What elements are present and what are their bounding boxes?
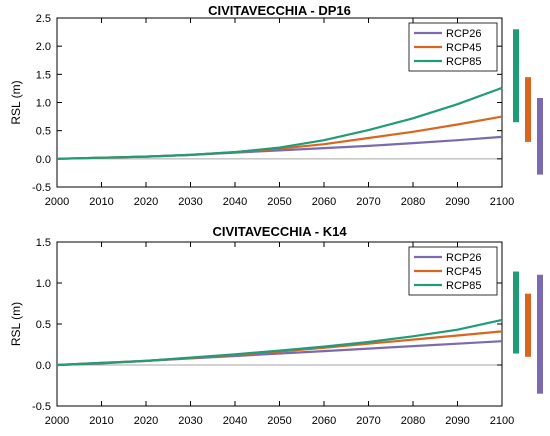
x-tick-label: 2020 (134, 196, 158, 208)
legend-label-rcp85: RCP85 (446, 56, 481, 68)
x-tick-label: 2010 (89, 415, 113, 427)
x-tick-label: 2100 (490, 196, 514, 208)
x-tick-label: 2090 (445, 415, 469, 427)
series-line-rcp85 (56, 318, 503, 367)
chart-title: CIVITAVECCHIA - K14 (212, 224, 347, 239)
legend-label-rcp45: RCP45 (446, 42, 481, 54)
series-line-rcp45 (56, 115, 503, 160)
range-bar-rcp26 (537, 274, 543, 394)
y-tick-label: 0.0 (36, 360, 51, 372)
legend-label-rcp45: RCP45 (446, 266, 481, 278)
series-line-rcp45 (56, 330, 503, 367)
chart-legend: RCP26 RCP45 RCP85 (408, 246, 498, 296)
x-tick-label: 2050 (267, 196, 291, 208)
chart-panel-1: CIVITAVECCHIA - DP16 -0.5 0.0 0.5 1.0 1.5 2.0 2… (9, 3, 543, 208)
x-tick-label: 2000 (45, 415, 69, 427)
legend-label-rcp26: RCP26 (446, 28, 481, 40)
range-bar-rcp85 (513, 271, 519, 354)
y-tick-label: 2.0 (36, 41, 51, 53)
x-tick-label: 2090 (445, 196, 469, 208)
range-bar-rcp45 (525, 293, 531, 357)
x-tick-label: 2050 (267, 415, 291, 427)
x-tick-label: 2000 (45, 196, 69, 208)
y-tick-label: 1.0 (36, 98, 51, 110)
y-tick-label: -0.5 (32, 401, 51, 413)
x-tick-label: 2040 (223, 196, 247, 208)
chart-panel-2: CIVITAVECCHIA - K14 -0.5 0.0 0.5 1.0 1.5 2000 2… (9, 224, 543, 427)
x-tick-label: 2010 (89, 196, 113, 208)
range-bar-rcp26 (537, 97, 543, 175)
y-tick-label: 1.5 (36, 237, 51, 249)
x-tick-label: 2030 (178, 196, 202, 208)
y-axis-label: RSL (m) (9, 302, 23, 346)
x-tick-label: 2060 (312, 415, 336, 427)
x-tick-label: 2080 (401, 415, 425, 427)
series-line-rcp85 (56, 86, 503, 160)
chart-title: CIVITAVECCHIA - DP16 (208, 3, 351, 18)
chart-legend: RCP26 RCP45 RCP85 (408, 22, 498, 72)
y-tick-label: 2.5 (36, 13, 51, 25)
legend-label-rcp26: RCP26 (446, 252, 481, 264)
y-tick-label: 0.5 (36, 319, 51, 331)
x-tick-label: 2040 (223, 415, 247, 427)
y-tick-label: 0.0 (36, 154, 51, 166)
y-tick-label: 1.5 (36, 69, 51, 81)
y-axis-label: RSL (m) (9, 80, 23, 124)
range-bar-rcp85 (513, 29, 519, 123)
x-tick-label: 2060 (312, 196, 336, 208)
range-bar-rcp45 (525, 77, 531, 142)
y-tick-label: 0.5 (36, 126, 51, 138)
legend-label-rcp85: RCP85 (446, 280, 481, 292)
x-tick-label: 2030 (178, 415, 202, 427)
x-tick-label: 2020 (134, 415, 158, 427)
y-tick-label: 1.0 (36, 278, 51, 290)
x-tick-label: 2100 (490, 415, 514, 427)
x-tick-label: 2070 (356, 415, 380, 427)
x-tick-label: 2080 (401, 196, 425, 208)
y-tick-label: -0.5 (32, 182, 51, 194)
x-tick-label: 2070 (356, 196, 380, 208)
